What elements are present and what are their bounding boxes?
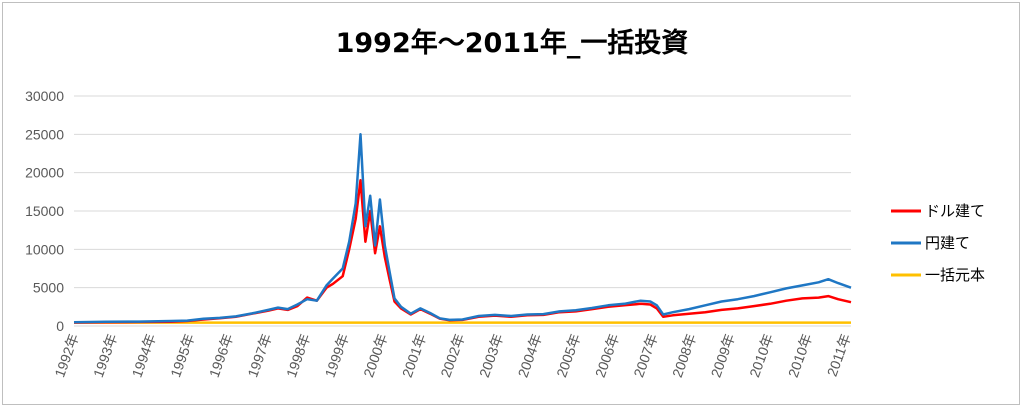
chart-title: 1992年～2011年_一括投資 (335, 28, 689, 59)
x-tick-label: 2000年 (360, 332, 390, 380)
x-tick-label: 2010年 (785, 332, 815, 380)
grid-lines (74, 95, 851, 327)
y-tick-label: 30000 (25, 88, 64, 104)
x-tick-label: 2005年 (553, 332, 583, 380)
x-tick-label: 1994年 (129, 332, 159, 380)
x-tick-label: 1997年 (244, 332, 274, 380)
series-line-1 (73, 133, 852, 324)
x-tick-label: 2007年 (630, 332, 660, 380)
x-tick-label: 2004年 (515, 332, 545, 380)
legend-label: 一括元本 (925, 266, 985, 284)
x-tick-label: 2001年 (399, 332, 429, 380)
x-tick-label: 2008年 (669, 332, 699, 380)
series-line-0 (73, 179, 852, 324)
y-tick-label: 20000 (25, 165, 64, 181)
y-axis-tick-labels: 0 5000 10000 15000 20000 25000 30000 (25, 88, 64, 334)
series-lines (73, 133, 852, 324)
x-tick-label: 1996年 (206, 332, 236, 380)
chart-plot: 0 5000 10000 15000 20000 25000 30000 1992年 1993… (25, 88, 985, 380)
legend-label: ドル建て (925, 202, 985, 220)
legend-label: 円建て (925, 234, 970, 252)
y-tick-label: 15000 (25, 203, 64, 219)
x-tick-label: 1995年 (167, 332, 197, 380)
x-tick-label: 2009年 (708, 332, 738, 380)
y-tick-label: 25000 (25, 126, 64, 142)
x-tick-label: 2010年 (746, 332, 776, 380)
x-tick-label: 2003年 (476, 332, 506, 380)
x-tick-label: 1998年 (283, 332, 313, 380)
x-axis-tick-labels: 1992年 1993年 1994年 1995年 1996年 1997年 1998年 1999年… (51, 332, 853, 380)
x-tick-label: 2006年 (592, 332, 622, 380)
x-tick-label: 1999年 (322, 332, 352, 380)
y-tick-label: 0 (56, 318, 64, 334)
y-tick-label: 10000 (25, 241, 64, 257)
x-tick-label: 1992年 (51, 332, 81, 380)
x-tick-label: 2011年 (824, 332, 854, 379)
y-tick-label: 5000 (33, 280, 64, 296)
x-tick-label: 2002年 (437, 332, 467, 380)
chart-frame: 1992年～2011年_一括投資 0 5000 10000 15000 20000 250… (2, 2, 1020, 405)
x-tick-label: 1993年 (90, 332, 120, 380)
